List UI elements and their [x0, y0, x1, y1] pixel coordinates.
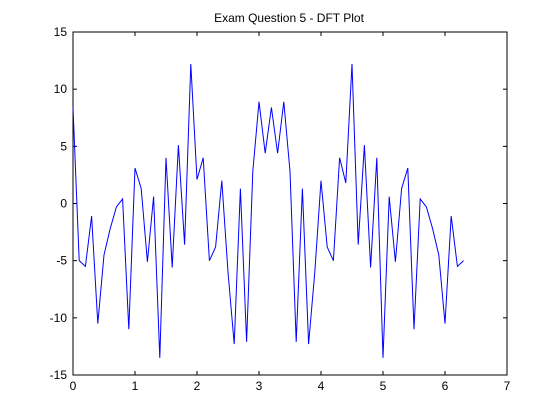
y-tick-label: 0	[60, 197, 67, 211]
axis-tick-labels: 0 1 2 3 4 5 6 7 -15 -10 -5 0 5 10 15	[50, 25, 511, 393]
x-tick-label: 5	[380, 379, 387, 393]
x-tick-label: 7	[504, 379, 511, 393]
y-tick-label: -5	[56, 254, 67, 268]
plot-area	[72, 31, 508, 376]
x-tick-label: 4	[318, 379, 325, 393]
x-tick-label: 0	[70, 379, 77, 393]
x-tick-label: 2	[194, 379, 201, 393]
x-tick-label: 6	[442, 379, 449, 393]
y-tick-label: -15	[50, 368, 68, 382]
y-tick-label: 10	[54, 82, 68, 96]
x-tick-label: 1	[132, 379, 139, 393]
y-tick-label: 15	[54, 25, 68, 39]
y-tick-label: -10	[50, 311, 68, 325]
y-tick-label: 5	[60, 139, 67, 153]
dft-series-line	[72, 63, 464, 358]
x-tick-label: 3	[256, 379, 263, 393]
chart-title: Exam Question 5 - DFT Plot	[214, 11, 364, 25]
